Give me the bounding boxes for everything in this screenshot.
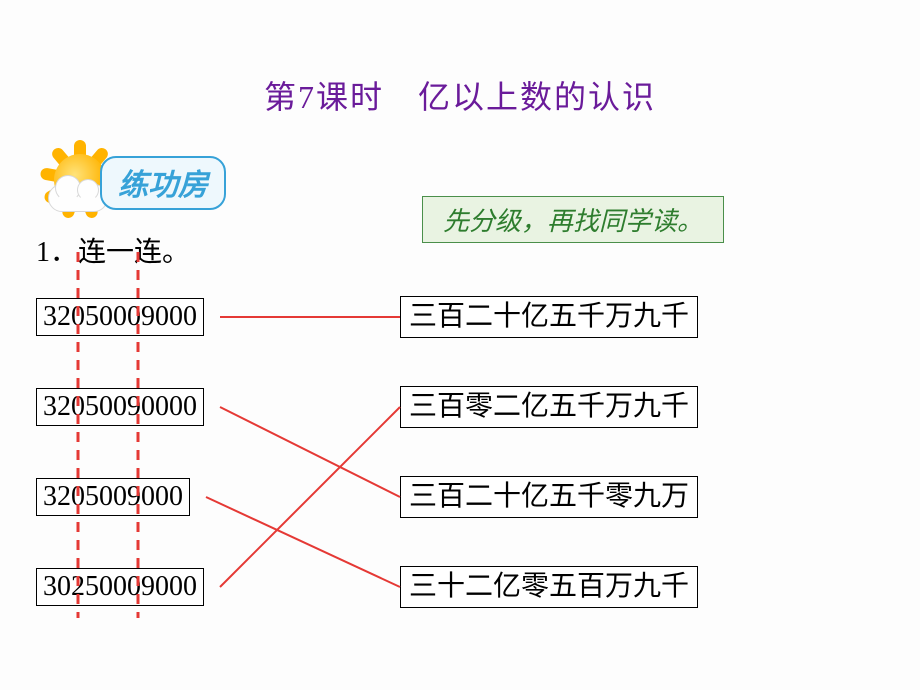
cloud-icon (48, 184, 108, 212)
number-box-1: 32050090000 (36, 388, 204, 426)
number-box-3: 30250009000 (36, 568, 204, 606)
question-label: 1．连一连。 (36, 230, 190, 270)
number-box-0: 32050009000 (36, 298, 204, 336)
number-box-2: 3205009000 (36, 478, 190, 516)
hint-box: 先分级，再找同学读。 (422, 196, 724, 243)
word-box-0: 三百二十亿五千万九千 (400, 296, 698, 338)
word-box-1: 三百零二亿五千万九千 (400, 386, 698, 428)
section-badge: 练功房 (100, 156, 226, 210)
page-title: 第7课时 亿以上数的认识 (0, 72, 920, 118)
word-box-3: 三十二亿零五百万九千 (400, 566, 698, 608)
word-box-2: 三百二十亿五千零九万 (400, 476, 698, 518)
